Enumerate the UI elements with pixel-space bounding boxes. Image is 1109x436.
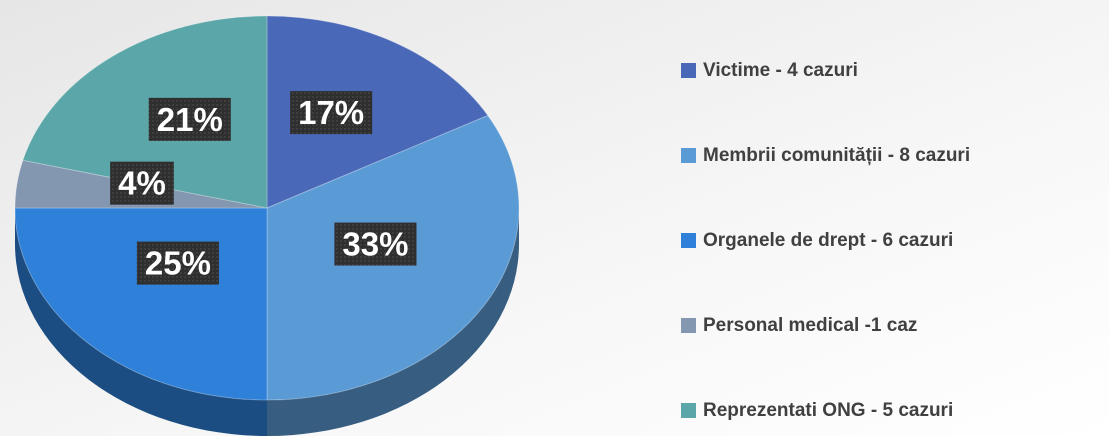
data-label-box: [110, 161, 174, 205]
data-label: 21%: [157, 101, 223, 138]
data-label-box: [136, 241, 219, 285]
legend-label: Organele de drept - 6 cazuri: [703, 230, 953, 251]
data-label: 4%: [118, 165, 166, 202]
legend-swatch: [681, 403, 696, 418]
data-label-box: [148, 97, 231, 141]
legend-label: Reprezentati ONG - 5 cazuri: [703, 400, 953, 421]
legend-swatch: [681, 148, 696, 163]
legend-swatch: [681, 233, 696, 248]
legend-label: Membrii comunității - 8 cazuri: [703, 145, 970, 166]
slice: [22, 15, 268, 209]
data-label: 17%: [298, 94, 364, 131]
slice-side: [267, 208, 519, 436]
slice: [266, 15, 489, 209]
data-label: 25%: [145, 245, 211, 282]
legend-label: Victime - 4 cazuri: [703, 60, 858, 81]
data-label: 33%: [342, 226, 408, 263]
legend-label: Personal medical -1 caz: [703, 315, 917, 336]
data-label-box: [290, 91, 373, 135]
legend-swatch: [681, 318, 696, 333]
slice-side: [15, 208, 267, 436]
legend-swatch: [681, 63, 696, 78]
data-label-box: [334, 222, 417, 266]
